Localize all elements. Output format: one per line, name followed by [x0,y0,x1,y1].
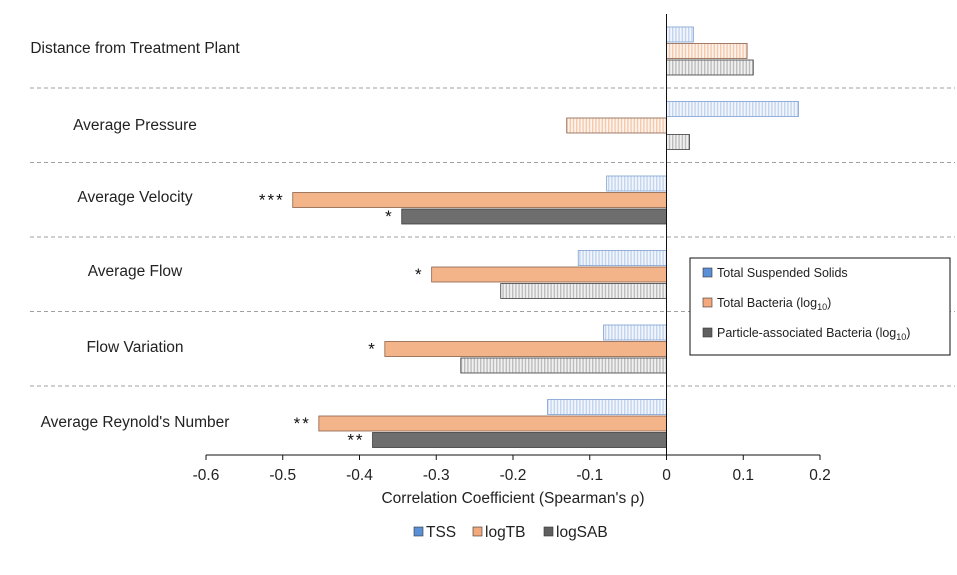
category-label: Flow Variation [86,339,183,356]
legend-box-swatch [702,297,713,308]
bar-logtb-3 [431,266,667,283]
legend-swatch [413,526,424,537]
legend-box-swatch [702,327,713,338]
x-tick-label: 0.1 [732,467,754,484]
legend-swatch [472,526,483,537]
bars-group [292,14,799,455]
x-tick-label: -0.3 [423,467,450,484]
bar-logtb-4 [384,341,667,357]
significance-marker: *** [259,191,285,210]
significance-marker: ** [347,431,364,450]
category-label: Average Reynold's Number [41,414,230,431]
x-tick-label: 0 [662,467,671,484]
x-tick-label: -0.5 [269,467,296,484]
bar-logsab-0 [666,59,754,76]
category-label: Average Pressure [73,117,197,134]
significance-marker: * [368,340,377,359]
bar-tss-5 [547,399,667,415]
bar-tss-3 [577,250,667,266]
legend-frame [689,257,951,356]
legend-label: TSS [426,524,456,541]
bar-logsab-4 [460,357,667,374]
bar-tss-0 [666,26,694,43]
significance-markers: ********** [259,191,424,450]
x-axis: -0.6 -0.5 -0.4 -0.3 -0.2 -0.1 0 0.1 0.2 Correlati… [193,454,831,507]
bar-logtb-0 [666,43,748,59]
legend-box-label: Particle-associated Bacteria (log10) [717,326,910,342]
category-label: Distance from Treatment Plant [30,40,240,57]
bar-tss-4 [603,324,667,341]
bar-logtb-1 [566,117,667,134]
bar-logsab-1 [666,134,690,150]
category-label: Average Flow [88,263,183,280]
category-labels: Distance from Treatment Plant Average Pre… [30,40,240,431]
legend-label: logTB [485,524,526,541]
bar-tss-2 [606,175,667,192]
bar-logtb-2 [292,192,667,208]
x-tick-label: -0.1 [576,467,603,484]
significance-marker: * [385,207,394,226]
legend-swatch [543,526,554,537]
x-axis-title: Correlation Coefficient (Spearman's ρ) [381,490,644,507]
x-tick-label: -0.2 [500,467,527,484]
bar-logsab-5 [372,432,667,448]
legend-label: logSAB [556,524,608,541]
x-tick-label: -0.4 [346,467,373,484]
bar-tss-1 [666,101,799,117]
legend-bottom: TSS logTB logSAB [413,524,608,541]
legend-box-label: Total Bacteria (log10) [717,296,831,312]
category-label: Average Velocity [77,189,192,206]
x-tick-label: -0.6 [193,467,220,484]
legend-box-label: Total Suspended Solids [717,266,848,280]
significance-marker: ** [294,414,311,433]
bar-logtb-5 [318,415,667,432]
significance-marker: * [415,265,424,284]
bar-logsab-2 [401,208,667,225]
x-tick-label: 0.2 [809,467,831,484]
bar-logsab-3 [500,283,667,299]
legend-box: Total Suspended Solids Total Bacteria (lo… [689,257,951,356]
legend-box-swatch [702,267,713,278]
